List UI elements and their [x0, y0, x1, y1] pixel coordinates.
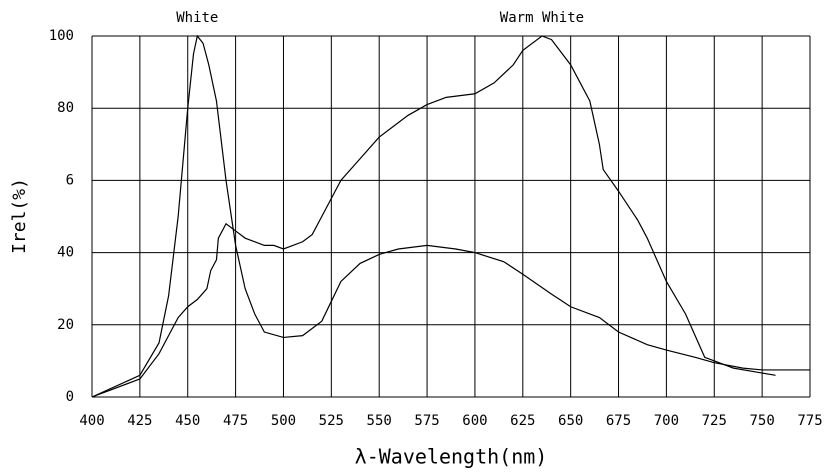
line: [91, 34, 810, 398]
x-tick-label: 550: [367, 413, 392, 429]
x-tick-label: 750: [749, 413, 774, 429]
line: [91, 35, 776, 398]
x-tick-label: 500: [271, 413, 296, 429]
x-tick-label: 775: [797, 413, 822, 429]
y-tick-label: 40: [57, 245, 74, 261]
x-tick-label: 625: [510, 413, 535, 429]
series-label: White: [176, 10, 218, 26]
x-tick-label: 650: [558, 413, 583, 429]
x-tick-label: 575: [414, 413, 439, 429]
y-tick-label: 6: [66, 172, 74, 188]
x-axis-label: λ-Wavelength(nm): [355, 445, 548, 469]
y-tick-label: 20: [57, 317, 74, 333]
x-tick-label: 725: [702, 413, 727, 429]
x-tick-label: 475: [223, 413, 248, 429]
x-tick-label: 400: [79, 413, 104, 429]
x-tick-label: 600: [462, 413, 487, 429]
series-label: Warm White: [500, 10, 584, 26]
y-tick-label: 100: [49, 28, 74, 44]
y-tick-label: 80: [57, 100, 74, 116]
x-tick-label: 450: [175, 413, 200, 429]
x-tick-label: 675: [606, 413, 631, 429]
y-tick-label: 0: [66, 389, 74, 405]
x-tick-label: 425: [127, 413, 152, 429]
x-tick-label: 525: [319, 413, 344, 429]
y-axis-label: Irel(%): [9, 178, 30, 254]
x-tick-label: 700: [654, 413, 679, 429]
